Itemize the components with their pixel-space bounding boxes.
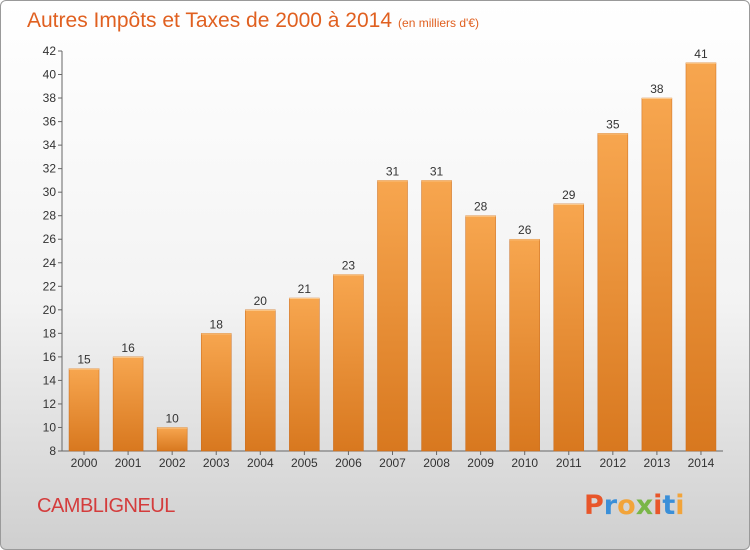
y-tick-label: 8: [49, 444, 56, 458]
y-tick-label: 28: [43, 209, 57, 223]
bar: [553, 203, 585, 452]
chart-title: Autres Impôts et Taxes de 2000 à 2014 (en…: [27, 9, 479, 33]
bar: [200, 333, 232, 452]
logo-letter: t: [662, 490, 676, 521]
y-tick-label: 40: [43, 68, 57, 82]
y-tick-label: 14: [43, 373, 57, 387]
data-label: 31: [430, 164, 444, 178]
x-tick-label: 2014: [688, 456, 715, 470]
bars: 15 16 10 18 20 21 23 31 31 28 26 29 35 38 41: [68, 47, 717, 452]
data-label: 20: [254, 294, 268, 308]
bar: [245, 309, 276, 452]
title-text: Autres Impôts et Taxes de 2000 à 2014: [27, 9, 393, 32]
y-tick-label: 34: [43, 138, 57, 152]
bar: [509, 238, 540, 452]
data-label: 31: [386, 164, 400, 178]
logo-letter: P: [584, 490, 604, 521]
x-tick-label: 2009: [467, 456, 494, 470]
x-tick-label: 2008: [423, 456, 450, 470]
x-tick-label: 2005: [291, 456, 318, 470]
x-tick-label: 2012: [599, 456, 626, 470]
y-tick-label: 30: [43, 185, 57, 199]
bar: [641, 97, 673, 452]
bar: [112, 356, 144, 452]
y-tick-label: 10: [43, 420, 57, 434]
data-label: 23: [342, 259, 356, 273]
x-tick-label: 2000: [71, 456, 98, 470]
x-tick-label: 2007: [379, 456, 406, 470]
x-tick-label: 2010: [511, 456, 538, 470]
commune-name: CAMBLIGNEUL: [37, 495, 175, 517]
proxiti-logo: Proxiti: [584, 490, 685, 521]
x-tick-label: 2006: [335, 456, 362, 470]
bar: [597, 133, 629, 452]
data-label: 41: [694, 47, 708, 61]
y-tick-label: 12: [43, 397, 57, 411]
data-label: 10: [165, 411, 179, 425]
y-tick-label: 32: [43, 162, 57, 176]
x-tick-label: 2001: [115, 456, 142, 470]
y-tick-label: 24: [43, 256, 57, 270]
y-tick-label: 36: [43, 115, 57, 129]
logo-letter: r: [603, 490, 618, 521]
y-tick-label: 18: [43, 326, 57, 340]
x-tick-label: 2003: [203, 456, 230, 470]
bar: [333, 274, 364, 452]
data-label: 18: [210, 317, 224, 331]
bar: [68, 368, 100, 452]
logo-letter: i: [653, 490, 663, 521]
unit-label: (en milliers d'€): [398, 16, 480, 30]
bar: [421, 180, 452, 452]
bar: [289, 297, 320, 452]
y-tick-label: 22: [43, 279, 57, 293]
data-label: 35: [606, 117, 620, 131]
data-label: 29: [562, 188, 576, 202]
x-tick-label: 2004: [247, 456, 274, 470]
bar: [685, 62, 717, 452]
x-tick-label: 2011: [556, 456, 582, 470]
x-tick-label: 2013: [644, 456, 671, 470]
data-label: 16: [121, 341, 135, 355]
bar: [156, 427, 188, 452]
data-label: 26: [518, 223, 532, 237]
data-label: 38: [650, 82, 664, 96]
data-label: 21: [298, 282, 312, 296]
logo-letter: x: [635, 490, 654, 521]
data-label: 15: [77, 353, 91, 367]
logo-letter: o: [617, 490, 636, 521]
x-tick-label: 2002: [159, 456, 186, 470]
bar: [377, 180, 408, 452]
bar: [465, 215, 496, 452]
logo-letter: i: [675, 490, 685, 521]
y-tick-label: 20: [43, 303, 57, 317]
y-tick-label: 38: [43, 91, 57, 105]
data-label: 28: [474, 200, 488, 214]
y-tick-label: 26: [43, 232, 57, 246]
y-tick-label: 16: [43, 350, 57, 364]
y-tick-label: 42: [43, 44, 57, 58]
